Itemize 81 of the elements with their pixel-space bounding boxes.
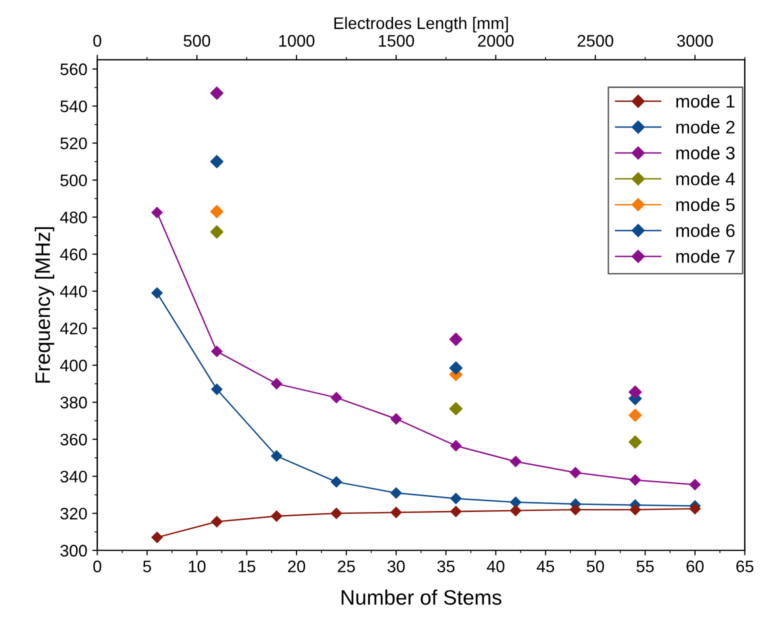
point xyxy=(689,479,701,490)
x-tick-label: 5 xyxy=(143,560,152,572)
x2-tick-label: 2000 xyxy=(478,34,514,47)
point xyxy=(330,476,342,488)
point xyxy=(210,86,224,100)
point xyxy=(628,385,642,399)
x2-tick-label: 1000 xyxy=(279,34,314,47)
x-tick-label: 30 xyxy=(388,560,405,572)
x-tick-label: 25 xyxy=(338,560,355,572)
point xyxy=(390,413,402,425)
point xyxy=(628,435,642,449)
point xyxy=(211,384,222,395)
point xyxy=(151,287,163,299)
point xyxy=(628,408,642,422)
x-tick-label: 10 xyxy=(188,560,206,572)
x2-tick-label: 500 xyxy=(184,34,210,47)
y-tick-label: 500 xyxy=(60,174,87,186)
point xyxy=(570,504,582,516)
y-tick-label: 400 xyxy=(60,360,87,372)
x2-axis-title: Electrodes Length [mm] xyxy=(334,16,508,32)
legend-label: mode 6 xyxy=(676,224,735,238)
point xyxy=(270,450,282,462)
legend-label: mode 3 xyxy=(676,146,735,160)
point xyxy=(689,503,701,514)
y-axis-title: Frequency [MHz] xyxy=(34,227,54,383)
y-tick-label: 440 xyxy=(60,286,87,298)
point xyxy=(450,506,462,518)
x2-tick-label: 3000 xyxy=(677,34,713,47)
y-tick-label: 360 xyxy=(60,434,87,446)
point xyxy=(211,516,222,528)
point xyxy=(151,532,163,544)
legend-label: mode 7 xyxy=(676,250,734,263)
x2-tick-label: 0 xyxy=(93,34,102,47)
y-tick-label: 480 xyxy=(60,212,87,224)
x-tick-label: 65 xyxy=(736,560,754,572)
point xyxy=(390,487,402,499)
point xyxy=(450,492,462,504)
x-axis-title: Number of Stems xyxy=(342,590,502,605)
point xyxy=(270,510,282,522)
point xyxy=(210,154,224,168)
point xyxy=(330,392,342,404)
point xyxy=(570,467,582,478)
point xyxy=(449,402,462,416)
y-tick-label: 420 xyxy=(60,322,87,334)
x2-tick-label: 2500 xyxy=(578,34,614,47)
point xyxy=(211,346,222,357)
point xyxy=(630,504,641,516)
point xyxy=(510,504,522,516)
x-tick-label: 0 xyxy=(93,560,102,572)
x-tick-label: 35 xyxy=(437,560,455,572)
legend-label: mode 4 xyxy=(676,172,735,186)
legend-label: mode 1 xyxy=(676,94,735,108)
x-tick-label: 45 xyxy=(536,560,554,572)
y-tick-label: 380 xyxy=(60,396,87,408)
x-tick-label: 15 xyxy=(238,560,256,572)
y-tick-label: 300 xyxy=(60,544,87,557)
x-tick-label: 60 xyxy=(686,560,704,572)
legend-label: mode 2 xyxy=(676,120,734,134)
y-tick-label: 340 xyxy=(60,470,87,483)
y-tick-label: 460 xyxy=(60,248,87,260)
point xyxy=(210,204,224,218)
point xyxy=(449,361,462,375)
point xyxy=(449,332,462,346)
point xyxy=(151,206,163,218)
x-tick-label: 20 xyxy=(288,560,306,572)
legend-label: mode 5 xyxy=(676,198,735,212)
point xyxy=(330,508,342,519)
y-tick-label: 560 xyxy=(60,63,87,76)
point xyxy=(270,378,282,390)
point xyxy=(210,225,224,239)
point xyxy=(390,506,402,518)
point xyxy=(510,456,522,468)
x2-tick-label: 1500 xyxy=(378,34,414,47)
x-tick-label: 55 xyxy=(636,560,654,572)
y-tick-label: 520 xyxy=(60,137,87,150)
point xyxy=(450,440,462,452)
y-tick-label: 320 xyxy=(60,508,87,520)
y-tick-label: 540 xyxy=(60,100,87,112)
x-tick-label: 40 xyxy=(486,560,504,572)
point xyxy=(630,474,641,486)
x-tick-label: 50 xyxy=(586,560,604,572)
